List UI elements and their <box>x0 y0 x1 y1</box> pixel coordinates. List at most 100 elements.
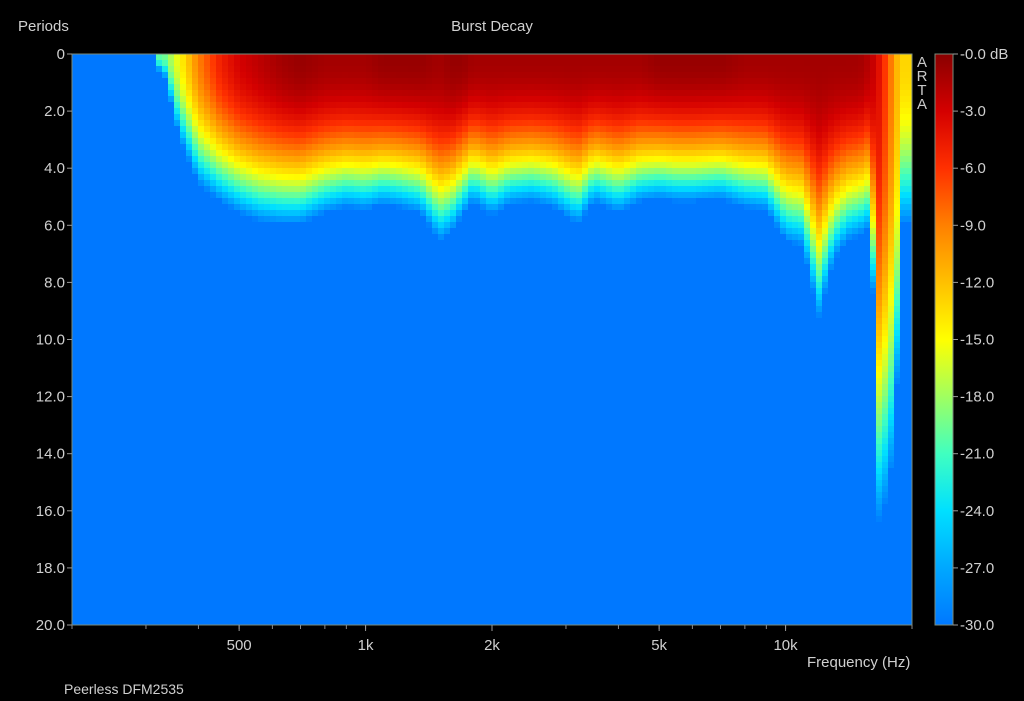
heatmap-cell <box>654 66 660 72</box>
heatmap-cell <box>270 78 276 84</box>
heatmap-cell <box>636 180 642 186</box>
heatmap-cell <box>198 156 204 162</box>
heatmap-cell <box>900 132 906 138</box>
heatmap-cell <box>366 54 372 60</box>
heatmap-cell <box>408 96 414 102</box>
heatmap-cell <box>702 108 708 114</box>
heatmap-cell <box>264 192 270 198</box>
heatmap-cell <box>216 126 222 132</box>
heatmap-cell <box>276 150 282 156</box>
heatmap-cell <box>882 300 888 306</box>
heatmap-cell <box>876 294 882 300</box>
heatmap-cell <box>420 138 426 144</box>
heatmap-cell <box>660 168 666 174</box>
heatmap-cell <box>600 132 606 138</box>
heatmap-cell <box>630 156 636 162</box>
heatmap-cell <box>582 138 588 144</box>
heatmap-cell <box>450 72 456 78</box>
heatmap-cell <box>480 180 486 186</box>
heatmap-cell <box>738 156 744 162</box>
heatmap-cell <box>702 120 708 126</box>
heatmap-cell <box>678 186 684 192</box>
heatmap-cell <box>648 90 654 96</box>
heatmap-cell <box>264 138 270 144</box>
heatmap-cell <box>234 204 240 210</box>
heatmap-cell <box>246 60 252 66</box>
colorbar <box>934 53 954 626</box>
heatmap-cell <box>822 96 828 102</box>
heatmap-cell <box>276 168 282 174</box>
heatmap-cell <box>738 150 744 156</box>
heatmap-cell <box>870 288 876 294</box>
heatmap-cell <box>246 108 252 114</box>
heatmap-cell <box>186 126 192 132</box>
heatmap-cell <box>420 174 426 180</box>
heatmap-cell <box>180 120 186 126</box>
heatmap-cell <box>354 102 360 108</box>
heatmap-cell <box>270 180 276 186</box>
heatmap-cell <box>396 180 402 186</box>
heatmap-cell <box>810 234 816 240</box>
heatmap-cell <box>210 192 216 198</box>
heatmap-cell <box>858 126 864 132</box>
heatmap-cell <box>186 60 192 66</box>
heatmap-cell <box>654 192 660 198</box>
heatmap-cell <box>894 102 900 108</box>
heatmap-cell <box>246 186 252 192</box>
heatmap-cell <box>288 66 294 72</box>
heatmap-cell <box>258 90 264 96</box>
heatmap-cell <box>756 186 762 192</box>
heatmap-cell <box>810 174 816 180</box>
heatmap-cell <box>408 120 414 126</box>
heatmap-cell <box>618 126 624 132</box>
heatmap-cell <box>564 186 570 192</box>
heatmap-cell <box>654 102 660 108</box>
heatmap-cell <box>804 144 810 150</box>
heatmap-cell <box>678 198 684 204</box>
heatmap-cell <box>366 84 372 90</box>
heatmap-cell <box>882 438 888 444</box>
heatmap-cell <box>816 276 822 282</box>
heatmap-cell <box>426 162 432 168</box>
heatmap-cell <box>588 132 594 138</box>
heatmap-cell <box>774 210 780 216</box>
heatmap-cell <box>372 60 378 66</box>
heatmap-cell <box>876 288 882 294</box>
heatmap-cell <box>534 144 540 150</box>
heatmap-cell <box>336 84 342 90</box>
heatmap-cell <box>582 114 588 120</box>
heatmap-cell <box>762 114 768 120</box>
heatmap-cell <box>414 192 420 198</box>
heatmap-cell <box>894 240 900 246</box>
heatmap-cell <box>666 54 672 60</box>
heatmap-cell <box>264 90 270 96</box>
heatmap-cell <box>438 72 444 78</box>
heatmap-cell <box>792 144 798 150</box>
heatmap-cell <box>612 162 618 168</box>
heatmap-cell <box>546 66 552 72</box>
heatmap-cell <box>810 246 816 252</box>
heatmap-cell <box>528 162 534 168</box>
heatmap-cell <box>858 174 864 180</box>
heatmap-cell <box>702 114 708 120</box>
heatmap-cell <box>780 186 786 192</box>
heatmap-cell <box>846 138 852 144</box>
heatmap-cell <box>858 144 864 150</box>
heatmap-cell <box>906 168 912 174</box>
heatmap-cell <box>564 78 570 84</box>
heatmap-cell <box>558 168 564 174</box>
brand-letter: A <box>916 54 927 71</box>
heatmap-cell <box>600 156 606 162</box>
heatmap-cell <box>474 162 480 168</box>
heatmap-cell <box>684 162 690 168</box>
heatmap-cell <box>438 78 444 84</box>
heatmap-cell <box>582 78 588 84</box>
heatmap-cell <box>552 198 558 204</box>
heatmap-cell <box>522 90 528 96</box>
heatmap-cell <box>702 84 708 90</box>
heatmap-cell <box>174 72 180 78</box>
heatmap-cell <box>750 84 756 90</box>
heatmap-cell <box>552 126 558 132</box>
heatmap-cell <box>348 168 354 174</box>
heatmap-cell <box>780 204 786 210</box>
